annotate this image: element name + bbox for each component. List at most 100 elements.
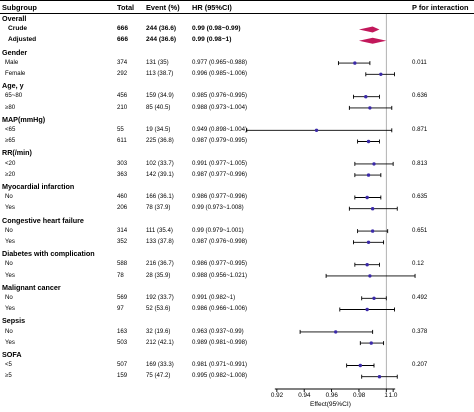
subgroup-label: Yes bbox=[5, 271, 15, 279]
header-hr: HR (95%CI) bbox=[192, 3, 232, 12]
x-axis-tick-label: 0.92 bbox=[270, 392, 284, 399]
total-cell: 503 bbox=[117, 338, 128, 346]
hr-point bbox=[372, 162, 376, 166]
hr-cell: 0.99 (0.973~1.008) bbox=[192, 204, 244, 212]
total-cell: 588 bbox=[117, 260, 128, 268]
x-axis-label: Effect(95%CI) bbox=[310, 401, 351, 408]
event-cell: 142 (39.1) bbox=[146, 170, 174, 178]
subgroup-label: No bbox=[5, 327, 13, 335]
hr-point bbox=[369, 341, 373, 345]
hr-cell: 0.986 (0.966~1.006) bbox=[192, 305, 248, 313]
summary-diamond bbox=[358, 26, 380, 33]
event-cell: 28 (35.9) bbox=[146, 271, 171, 279]
subgroup-label: ≥65 bbox=[5, 137, 16, 145]
p-interaction-cell: 0.12 bbox=[412, 260, 424, 268]
x-axis-tick-label: 1.0 bbox=[388, 392, 398, 399]
subgroup-label: ≥20 bbox=[5, 170, 16, 178]
header-subgroup: Subgroup bbox=[2, 3, 37, 12]
total-cell: 78 bbox=[117, 271, 124, 279]
hr-cell: 0.991 (0.977~1.005) bbox=[192, 159, 248, 167]
event-cell: 111 (35.4) bbox=[146, 226, 173, 234]
hr-cell: 0.987 (0.977~0.996) bbox=[192, 170, 248, 178]
event-cell: 85 (40.5) bbox=[146, 103, 171, 111]
hr-point bbox=[365, 263, 369, 267]
hr-cell: 0.99 (0.98~1) bbox=[192, 36, 232, 44]
hr-cell: 0.949 (0.898~1.004) bbox=[192, 126, 248, 133]
hr-cell: 0.985 (0.976~0.995) bbox=[192, 92, 248, 100]
event-cell: 75 (47.2) bbox=[146, 372, 171, 380]
event-cell: 159 (34.9) bbox=[146, 92, 174, 100]
hr-point bbox=[372, 296, 376, 300]
hr-point bbox=[368, 274, 372, 278]
x-axis-tick-label: 1 bbox=[384, 392, 388, 399]
header-p-interaction: P for interaction bbox=[412, 3, 469, 12]
hr-point bbox=[379, 72, 383, 77]
total-cell: 456 bbox=[117, 92, 128, 100]
hr-point bbox=[358, 363, 363, 368]
total-cell: 569 bbox=[117, 294, 128, 301]
hr-cell: 0.981 (0.971~0.991) bbox=[192, 361, 248, 369]
hr-cell: 0.987 (0.976~0.998) bbox=[192, 238, 248, 245]
subgroup-label: Yes bbox=[5, 338, 15, 346]
event-cell: 216 (36.7) bbox=[146, 260, 174, 268]
event-cell: 166 (36.1) bbox=[146, 193, 174, 201]
hr-point bbox=[365, 307, 369, 312]
p-interaction-cell: 0.492 bbox=[412, 294, 428, 301]
hr-point bbox=[370, 207, 375, 211]
hr-cell: 0.986 (0.977~0.996) bbox=[192, 193, 248, 201]
event-cell: 133 (37.8) bbox=[146, 238, 174, 245]
total-cell: 159 bbox=[117, 372, 128, 380]
event-cell: 78 (37.9) bbox=[146, 204, 171, 212]
subgroup-label: <5 bbox=[5, 361, 12, 369]
hr-cell: 0.963 (0.937~0.99) bbox=[192, 327, 244, 335]
event-cell: 244 (36.6) bbox=[146, 36, 177, 44]
group-label: Malignant cancer bbox=[2, 282, 61, 292]
group-label: Diabetes with complication bbox=[2, 249, 95, 259]
event-cell: 52 (53.6) bbox=[146, 305, 171, 313]
summary-diamond bbox=[358, 37, 387, 44]
subgroup-label: No bbox=[5, 193, 13, 201]
hr-point bbox=[353, 61, 357, 65]
p-interaction-cell: 0.207 bbox=[412, 361, 428, 369]
group-label: MAP(mmHg) bbox=[2, 114, 46, 124]
header-total: Total bbox=[117, 3, 135, 12]
total-cell: 352 bbox=[117, 238, 128, 245]
group-label: Overall bbox=[2, 14, 27, 23]
total-cell: 303 bbox=[117, 159, 128, 167]
event-cell: 32 (19.6) bbox=[146, 327, 171, 335]
hr-point bbox=[364, 95, 368, 99]
p-interaction-cell: 0.813 bbox=[412, 159, 428, 167]
p-interaction-cell: 0.378 bbox=[412, 327, 428, 335]
event-cell: 102 (33.7) bbox=[146, 159, 174, 167]
hr-point bbox=[366, 240, 371, 244]
event-cell: 131 (35) bbox=[146, 58, 169, 66]
x-axis-tick-label: 0.96 bbox=[325, 392, 338, 399]
event-cell: 169 (33.3) bbox=[146, 361, 174, 369]
subgroup-label: No bbox=[5, 294, 13, 301]
total-cell: 460 bbox=[117, 193, 128, 201]
group-label: Myocardial infarction bbox=[2, 182, 75, 191]
hr-cell: 0.988 (0.973~1.004) bbox=[192, 103, 248, 111]
subgroup-label: Yes bbox=[5, 204, 15, 212]
subgroup-label: ≥80 bbox=[5, 103, 16, 111]
event-cell: 244 (36.6) bbox=[146, 25, 177, 33]
hr-cell: 0.977 (0.965~0.988) bbox=[192, 58, 248, 66]
total-cell: 666 bbox=[117, 36, 129, 44]
hr-point bbox=[368, 106, 372, 110]
event-cell: 225 (36.8) bbox=[146, 137, 174, 145]
subgroup-label: Yes bbox=[5, 238, 15, 245]
hr-point bbox=[370, 229, 375, 233]
header-event: Event (%) bbox=[146, 3, 180, 12]
total-cell: 363 bbox=[117, 170, 128, 178]
group-label: Gender bbox=[2, 47, 28, 57]
hr-point bbox=[314, 128, 319, 132]
hr-point bbox=[333, 330, 338, 334]
total-cell: 666 bbox=[117, 25, 129, 33]
subgroup-label: ≥5 bbox=[5, 372, 12, 380]
event-cell: 212 (42.1) bbox=[146, 338, 174, 346]
summary-label: Adjusted bbox=[8, 36, 37, 44]
p-interaction-cell: 0.011 bbox=[412, 58, 427, 66]
subgroup-label: <20 bbox=[5, 159, 16, 167]
total-cell: 210 bbox=[117, 103, 128, 111]
